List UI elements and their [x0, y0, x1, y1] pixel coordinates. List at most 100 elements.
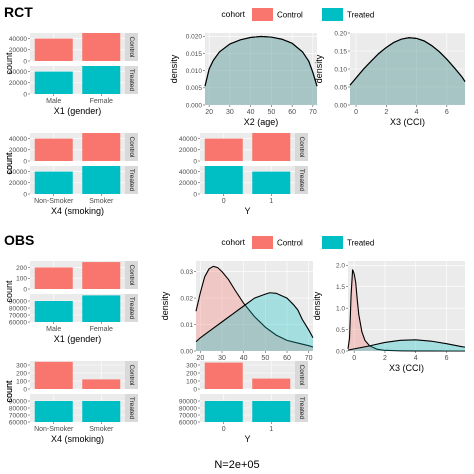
y-axis-label: count [4, 380, 14, 403]
x-tick-label: 6 [445, 355, 449, 362]
footer-label: N=2e+05 [214, 459, 259, 471]
x-tick-label: 20 [205, 109, 213, 116]
y-tick-label: 0 [23, 158, 27, 165]
x-tick-label: Smoker [89, 198, 114, 205]
x-axis-label: X3 (CCI) [390, 117, 425, 127]
bar-treated-1 [252, 401, 291, 422]
bar-treated-0 [204, 166, 243, 194]
bar-control-smoker [82, 133, 121, 161]
y-tick-label: 80000 [9, 305, 27, 312]
density-area-treated [205, 36, 317, 105]
y-tick-label: 0.20 [334, 30, 347, 37]
bar-control-non-smoker [34, 138, 73, 161]
legend-1: cohort Control Treated [221, 236, 374, 249]
bar-chart-rct_x4: Control 0 20000 40000 Treated 0 20000 40000 Non-… [4, 133, 138, 216]
y-axis-label: count [4, 52, 14, 75]
facet-strip-label: Treated [128, 397, 135, 420]
legend-0: cohort Control Treated [221, 8, 374, 21]
plot-panel [196, 261, 313, 351]
y-tick-label: 60000 [179, 419, 197, 426]
density-area-control [350, 37, 465, 105]
x-tick-label: 2 [384, 109, 388, 116]
y-tick-label: 20000 [9, 147, 27, 154]
y-axis-label: density [169, 54, 179, 83]
y-tick-label: 40000 [179, 169, 197, 176]
y-tick-label: 2.0 [336, 263, 345, 270]
facet-strip-treated [125, 66, 138, 94]
x-tick-label: 1 [269, 426, 273, 433]
facet-strip-label: Control [128, 265, 135, 287]
y-tick-label: 0.15 [334, 48, 347, 55]
x-tick-label: 60 [283, 355, 291, 362]
y-tick-label: 0.00 [180, 348, 193, 355]
x-axis-label: Y [244, 206, 250, 216]
y-tick-label: 0.0 [336, 348, 345, 355]
y-tick-label: 80000 [9, 405, 27, 412]
legend-swatch-control [252, 8, 273, 21]
y-axis-label: count [4, 380, 14, 403]
x-axis-label: Y [244, 434, 250, 444]
facet-strip-label: Treated [128, 297, 135, 320]
facet-strip-treated [125, 394, 138, 422]
bar-control-1 [252, 133, 291, 161]
y-tick-label: 90000 [9, 398, 27, 405]
density-area-control [196, 266, 313, 351]
density-line-treated [204, 35, 318, 87]
x-tick-label: 20 [196, 355, 204, 362]
facet-strip-treated [295, 166, 308, 194]
x-tick-label: 50 [261, 355, 269, 362]
x-tick-label: 70 [309, 109, 317, 116]
y-tick-label: 20000 [9, 180, 27, 187]
bar-treated-female [82, 66, 121, 94]
y-tick-label: 0 [193, 158, 197, 165]
x-tick-label: 0 [222, 198, 226, 205]
legend-label-treated: Treated [347, 239, 374, 248]
x-axis-label: X4 (smoking) [51, 206, 104, 216]
legend-label-control: Control [277, 239, 303, 248]
density-chart-obs_x3: 0.0 0.5 1.0 1.5 2.0 0 2 4 6 X3 (CCI) density [312, 261, 466, 373]
y-tick-label: 0.03 [180, 269, 193, 276]
x-tick-label: 1 [269, 198, 273, 205]
x-tick-label: 4 [415, 109, 419, 116]
bar-chart-rct_y: Control 0 20000 40000 Treated 0 20000 40000 0 1 Yc… [4, 133, 308, 216]
x-axis-label: X2 (age) [244, 117, 279, 127]
y-tick-label: 100 [16, 276, 27, 283]
density-area-treated [196, 292, 313, 351]
section-title-rct: RCT [4, 4, 33, 20]
x-tick-label: Female [90, 326, 113, 333]
bar-treated-1 [252, 171, 291, 194]
y-tick-label: 90000 [179, 398, 197, 405]
bar-control-male [34, 267, 73, 289]
density-line-treated [347, 339, 466, 351]
x-tick-label: 30 [226, 109, 234, 116]
facet-strip-treated [295, 394, 308, 422]
facet-strip-label: Control [298, 137, 305, 159]
y-tick-label: 70000 [179, 412, 197, 419]
legend-title: cohort [221, 9, 245, 19]
y-tick-label: 0.02 [180, 295, 193, 302]
x-tick-label: 0 [352, 355, 356, 362]
y-tick-label: 0.015 [186, 51, 203, 58]
y-tick-label: 20000 [179, 180, 197, 187]
bar-control-male [34, 38, 73, 61]
y-tick-label: 0 [23, 91, 27, 98]
y-axis-label: density [312, 291, 322, 320]
facet-strip-label: Control [298, 365, 305, 387]
bar-control-0 [204, 138, 243, 161]
bar-chart-obs_x1: Control 0 100 200 Treated 6000070000800009000… [4, 261, 138, 344]
section-title-obs: OBS [4, 232, 34, 248]
y-tick-label: 40000 [9, 36, 27, 43]
facet-strip-label: Control [128, 137, 135, 159]
bar-chart-obs_y: Control0100200300Treated6000070000800009… [4, 361, 308, 444]
y-tick-label: 40000 [9, 169, 27, 176]
y-tick-label: 0.01 [180, 322, 193, 329]
y-tick-label: 0.10 [334, 66, 347, 73]
facet-strip-label: Treated [298, 397, 305, 420]
facet-strip-treated [125, 166, 138, 194]
y-tick-label: 90000 [9, 298, 27, 305]
x-tick-label: 40 [247, 109, 255, 116]
x-tick-label: Non-Smoker [34, 198, 74, 205]
bar-control-smoker [82, 379, 121, 389]
